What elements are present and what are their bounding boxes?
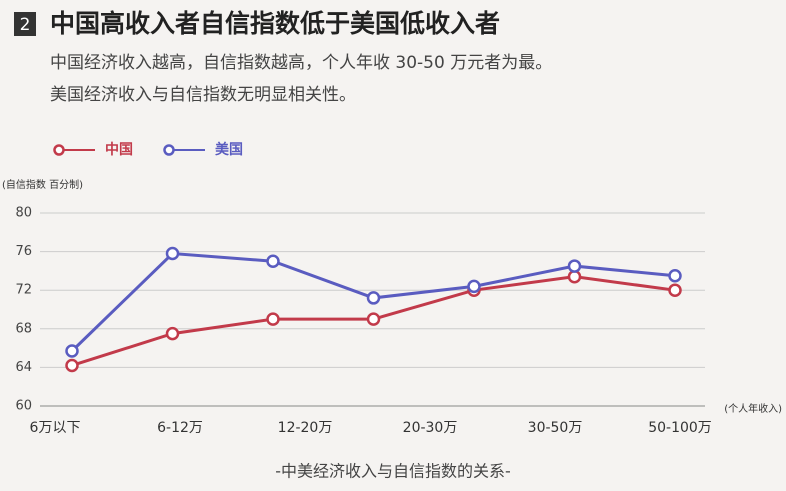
x-tick-label: 30-50万	[528, 420, 583, 436]
y-tick-label: 60	[15, 399, 32, 414]
number: 2	[20, 15, 31, 35]
point	[668, 283, 682, 297]
y-tick-label: 64	[15, 360, 32, 375]
x-tick-label: 12-20万	[278, 420, 333, 436]
y-tick-label: 72	[15, 283, 32, 298]
point	[266, 312, 280, 326]
y-tick-label: 68	[15, 321, 32, 336]
y-axis-label: (自信指数 百分制)	[2, 178, 83, 191]
y-tick-label: 76	[15, 244, 32, 259]
y-tick-label: 80	[15, 206, 32, 221]
point	[366, 312, 381, 326]
point	[567, 259, 582, 273]
x-tick-label: 20-30万	[403, 420, 458, 436]
subtitle: 美国经济收入与自信指数无明显相关性。	[50, 85, 356, 105]
legend-marker	[163, 144, 175, 156]
legend-label: 中国	[105, 141, 133, 158]
number-box	[14, 12, 36, 36]
point	[366, 291, 381, 305]
point	[668, 268, 682, 283]
point	[65, 358, 79, 373]
legend-label: 美国	[215, 141, 243, 158]
point	[165, 326, 180, 341]
point	[266, 254, 280, 268]
point	[567, 269, 582, 284]
point	[165, 246, 180, 261]
x-tick-label: 50-100万	[648, 420, 712, 436]
x-tick-label: 6万以下	[30, 420, 81, 436]
caption: -中美经济收入与自信指数的关系-	[275, 462, 511, 481]
x-tick-label: 6-12万	[157, 420, 203, 436]
point	[467, 279, 481, 294]
legend-marker	[53, 144, 65, 156]
point	[65, 344, 79, 358]
subtitle: 中国经济收入越高，自信指数越高，个人年收 30-50 万元者为最。	[50, 53, 552, 73]
x-axis-label: (个人年收入)	[724, 402, 782, 415]
chart-title: 中国高收入者自信指数低于美国低收入者	[50, 9, 500, 38]
